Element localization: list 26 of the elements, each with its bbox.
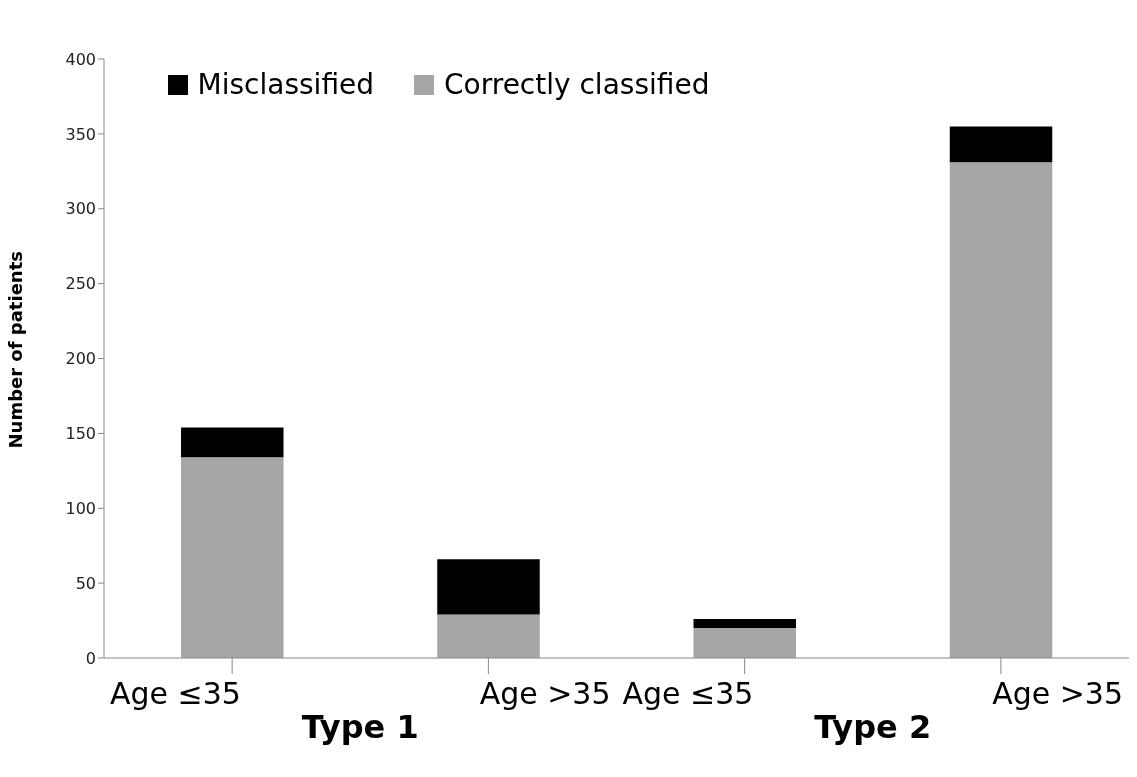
y-tick-label: 100 <box>65 498 96 518</box>
y-tick-label: 400 <box>65 49 96 69</box>
x-tick-label: Age ≤35 <box>622 676 754 711</box>
bar <box>437 559 540 615</box>
y-tick-label: 350 <box>65 124 96 144</box>
bar <box>181 427 284 458</box>
y-tick-label: 0 <box>85 648 96 668</box>
bar <box>693 628 796 658</box>
text: Type 1 <box>300 708 420 746</box>
text: Type 2 <box>813 708 933 746</box>
bar <box>437 614 540 658</box>
y-tick-label: 200 <box>65 349 96 369</box>
bar <box>181 457 284 658</box>
legend-label: Misclassified <box>197 68 375 101</box>
y-axis-title: Number of patients <box>5 251 27 449</box>
y-tick-label: 250 <box>65 274 96 294</box>
bar <box>693 619 796 629</box>
y-tick-label: 50 <box>75 573 96 593</box>
bar <box>949 162 1053 658</box>
x-tick-label: Age >35 <box>992 676 1123 711</box>
x-tick-label: Age >35 <box>479 676 611 711</box>
x-tick-label: Age ≤35 <box>110 676 241 711</box>
bar <box>949 126 1053 163</box>
y-tick-label: 150 <box>65 424 96 444</box>
y-tick-label: 300 <box>65 199 96 219</box>
legend-label: Correctly classified <box>444 68 710 101</box>
